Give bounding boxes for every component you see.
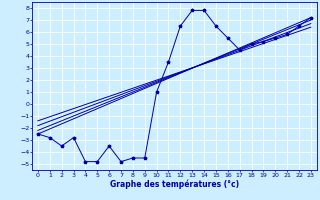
X-axis label: Graphe des températures (°c): Graphe des températures (°c) bbox=[110, 179, 239, 189]
